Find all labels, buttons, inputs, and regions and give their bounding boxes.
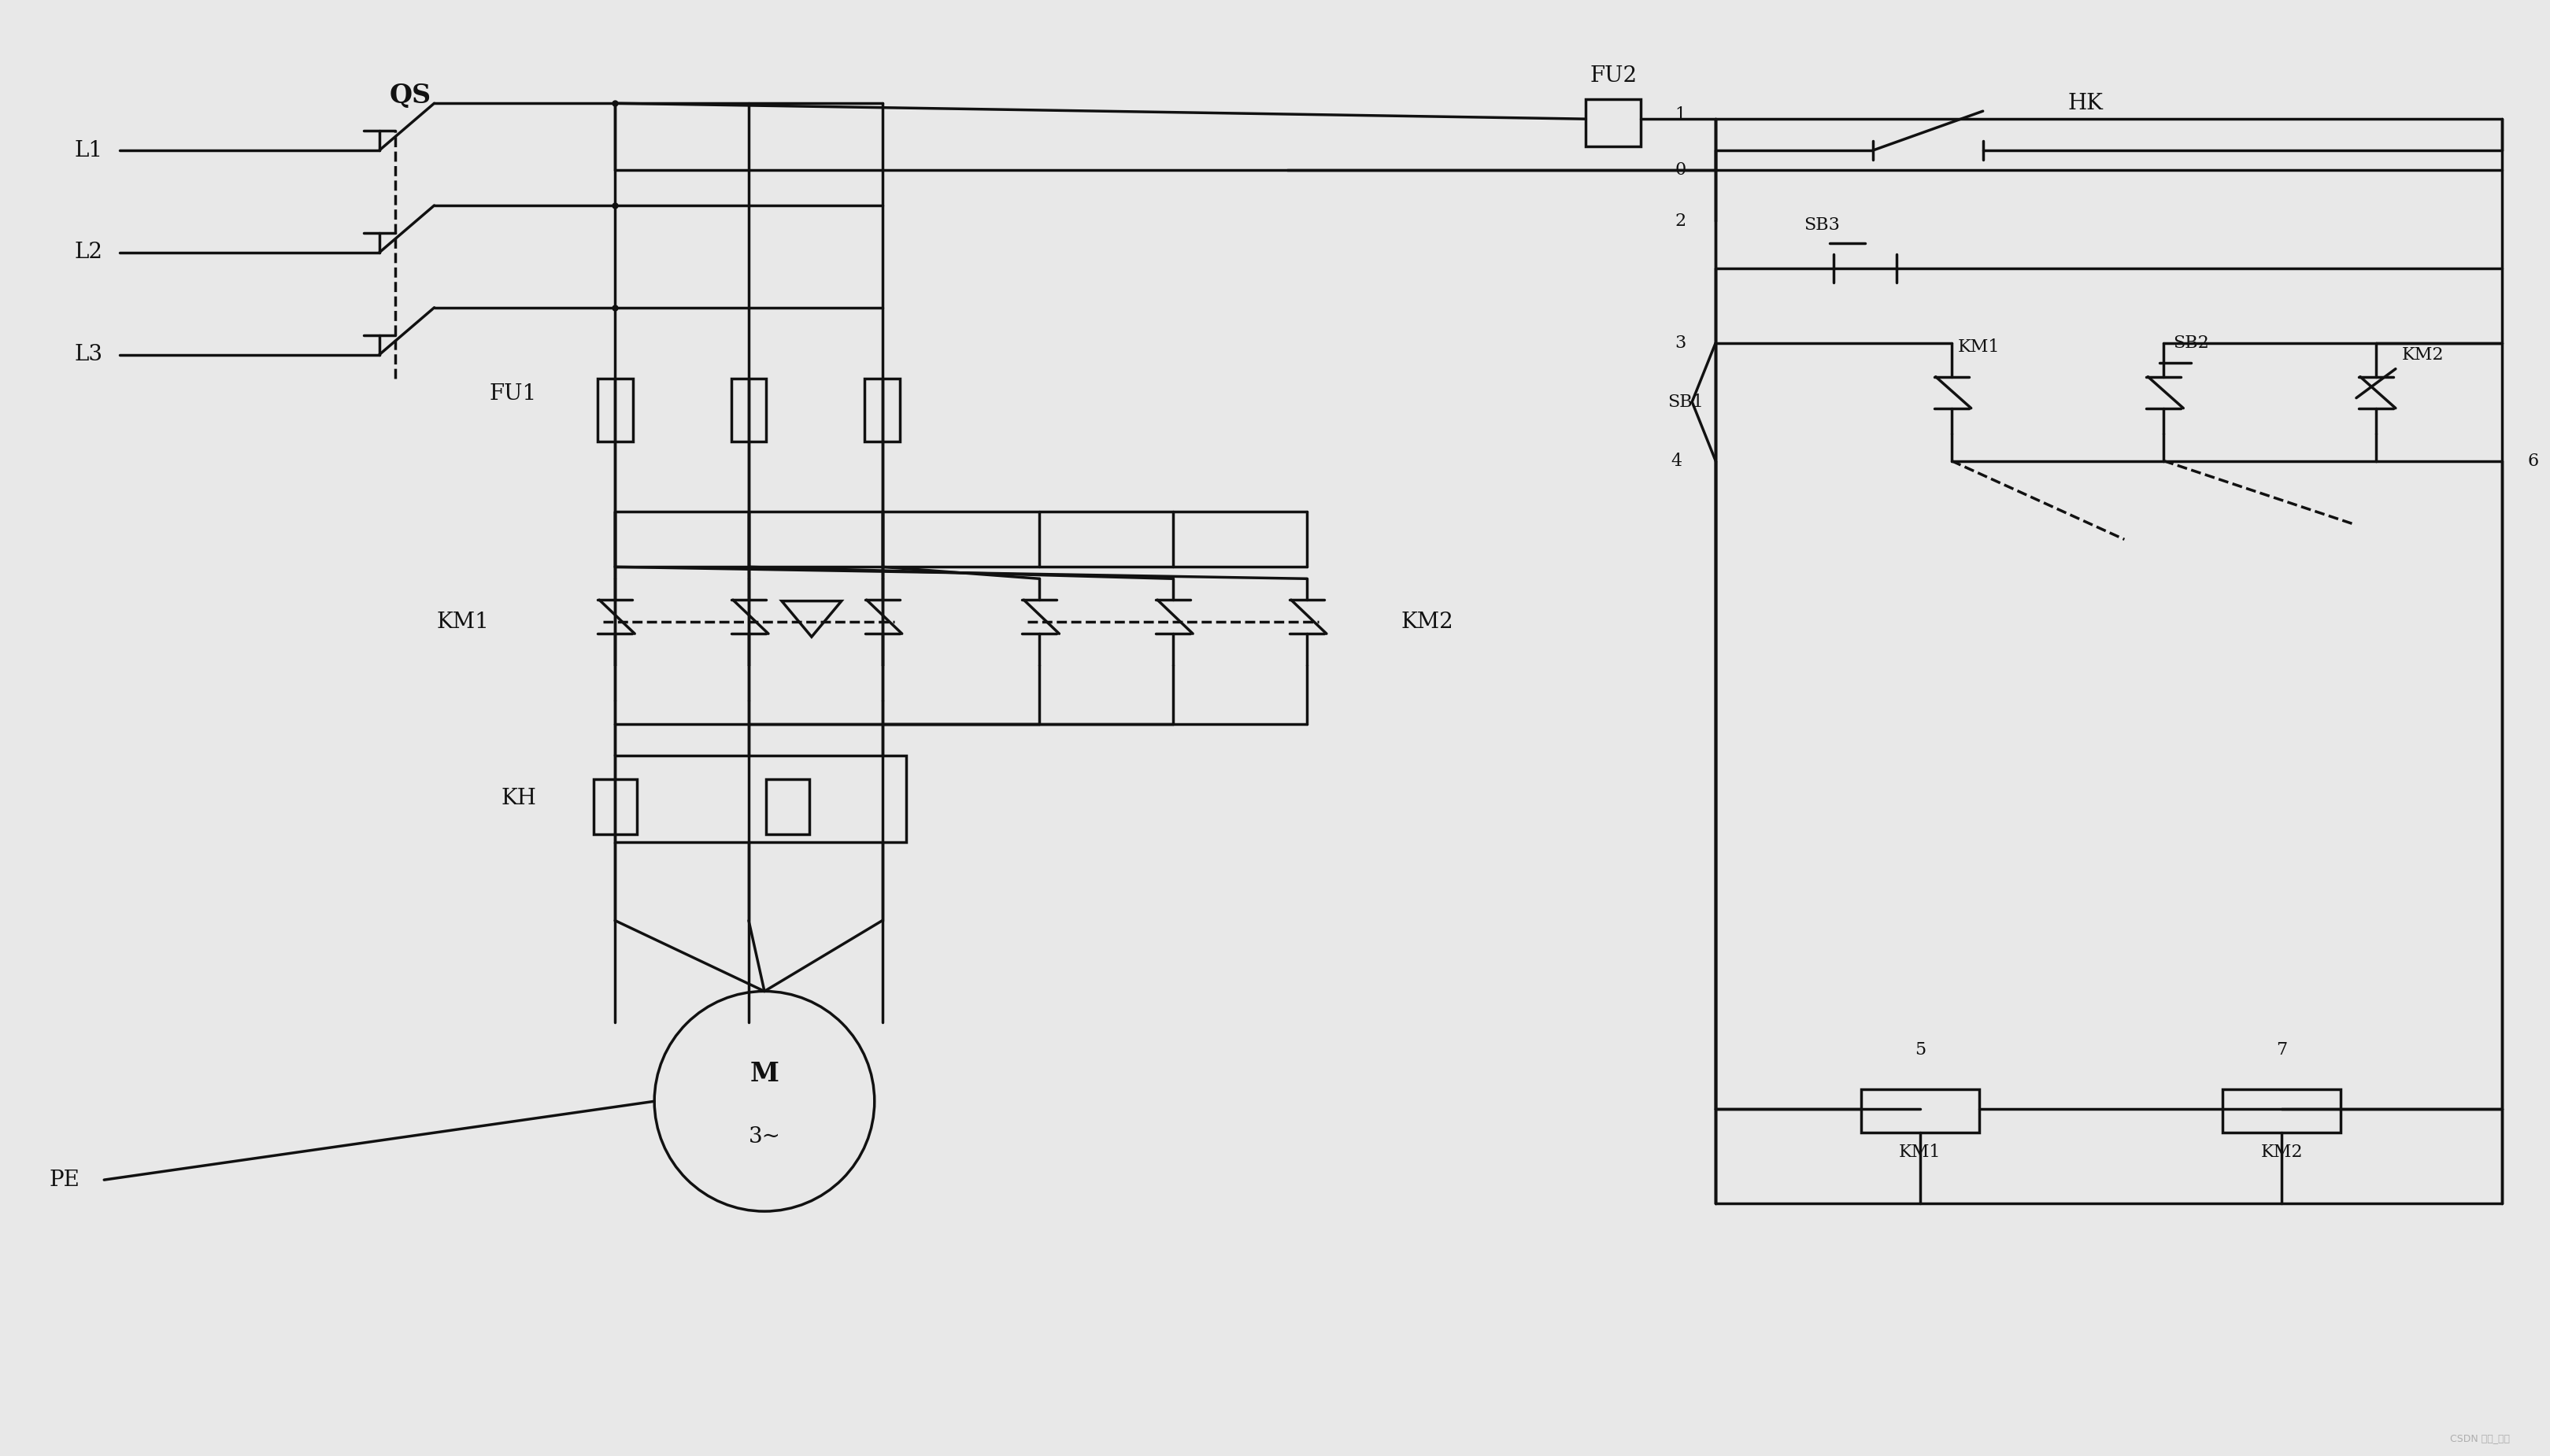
Bar bbox=[615, 756, 905, 842]
Text: FU1: FU1 bbox=[490, 383, 536, 405]
Text: L3: L3 bbox=[74, 344, 102, 365]
Text: 7: 7 bbox=[2277, 1041, 2287, 1059]
Bar bbox=[864, 379, 900, 441]
Bar bbox=[732, 379, 768, 441]
Text: L1: L1 bbox=[74, 140, 102, 162]
Text: 2: 2 bbox=[1675, 213, 1686, 230]
Text: FU2: FU2 bbox=[1589, 66, 1637, 86]
Bar bbox=[768, 779, 811, 834]
Text: SB2: SB2 bbox=[2173, 335, 2208, 351]
Text: 1: 1 bbox=[1675, 106, 1686, 124]
Text: 3: 3 bbox=[1675, 335, 1686, 351]
Text: HK: HK bbox=[2068, 93, 2104, 114]
Bar bbox=[1586, 99, 1642, 147]
Text: KM1: KM1 bbox=[1900, 1144, 1941, 1160]
Text: SB1: SB1 bbox=[1668, 393, 1703, 411]
Text: CSDN 博客_图片: CSDN 博客_图片 bbox=[2451, 1433, 2509, 1443]
Bar bbox=[594, 779, 638, 834]
Text: KM1: KM1 bbox=[436, 612, 490, 632]
Text: M: M bbox=[750, 1061, 778, 1086]
Text: KM1: KM1 bbox=[1958, 338, 1999, 355]
Bar bbox=[597, 379, 632, 441]
Text: 3~: 3~ bbox=[747, 1125, 780, 1147]
Text: KM2: KM2 bbox=[2402, 347, 2443, 364]
Text: 4: 4 bbox=[1670, 453, 1683, 469]
Text: L2: L2 bbox=[74, 242, 102, 264]
Text: PE: PE bbox=[48, 1169, 79, 1191]
Text: SB3: SB3 bbox=[1803, 217, 1839, 234]
Text: 0: 0 bbox=[1675, 162, 1686, 179]
Text: KM2: KM2 bbox=[2259, 1144, 2303, 1160]
Bar bbox=[1861, 1089, 1979, 1133]
Text: KM2: KM2 bbox=[1400, 612, 1454, 632]
Text: 6: 6 bbox=[2527, 453, 2540, 469]
Bar bbox=[2224, 1089, 2341, 1133]
Text: KH: KH bbox=[502, 788, 536, 810]
Text: 5: 5 bbox=[1915, 1041, 1925, 1059]
Text: QS: QS bbox=[390, 83, 431, 108]
